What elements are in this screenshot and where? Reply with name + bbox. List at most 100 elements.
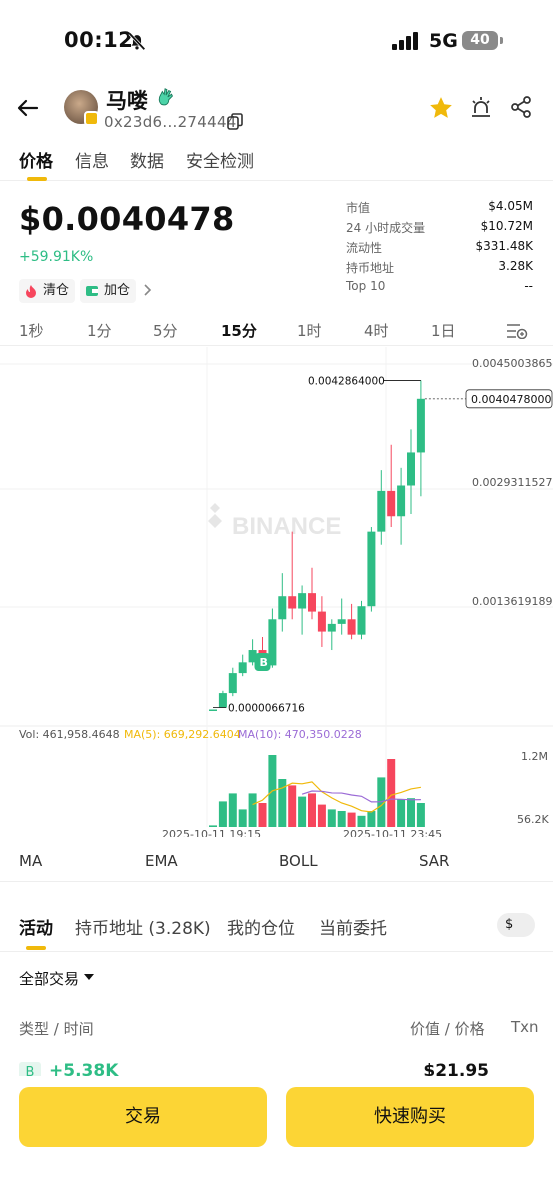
clear-position-label: 清仓 (43, 283, 70, 298)
indicator-ma[interactable]: MA (19, 852, 43, 870)
volume-readout: Vol: 461,958.4648 (19, 728, 120, 741)
volume-bar (238, 809, 247, 827)
tab-holders[interactable]: 持币地址 (3.28K) (75, 919, 211, 939)
candle (218, 693, 227, 708)
tab-data[interactable]: 数据 (130, 152, 164, 172)
candle (357, 606, 366, 635)
buy-marker (254, 653, 271, 671)
add-position-label: 加仓 (104, 283, 131, 298)
interval-4h[interactable]: 4时 (364, 322, 389, 340)
price-alert-icon[interactable] (470, 96, 492, 120)
volume-bar (357, 815, 366, 827)
clear-position-button[interactable]: 清仓 (19, 279, 76, 303)
candle (228, 673, 237, 694)
indicator-bar: MA EMA BOLL SAR (0, 846, 553, 882)
share-icon[interactable] (510, 96, 532, 118)
volume-bar (327, 809, 336, 827)
copy-icon[interactable] (227, 113, 243, 130)
price-chart[interactable]: BINANCE 0.0045003865 0.0029311527 0.001361… (0, 347, 553, 837)
tab-price[interactable]: 价格 (19, 152, 53, 172)
token-address: 0x23d6...274444 (104, 113, 237, 131)
bell-muted-icon (128, 32, 146, 51)
candle (407, 452, 415, 486)
candle (327, 623, 336, 632)
indicator-boll[interactable]: BOLL (279, 852, 318, 870)
volume-axis-min: 56.2K (517, 813, 549, 826)
chart-settings-icon[interactable] (506, 323, 528, 339)
wallet-icon (86, 286, 98, 296)
volume-bar (298, 796, 307, 827)
volume-bar (387, 759, 396, 827)
volume-bar (337, 811, 346, 827)
status-time: 00:12 (64, 28, 134, 52)
interval-15m[interactable]: 15分 (221, 322, 257, 340)
volume-bar (317, 804, 326, 827)
binance-watermark-logo (208, 503, 222, 528)
chevron-right-icon[interactable] (142, 282, 154, 298)
column-type-time: 类型 / 时间 (19, 1020, 94, 1038)
activity-tab-underline (26, 946, 46, 950)
candle (387, 490, 396, 517)
tab-security[interactable]: 安全检测 (186, 152, 254, 172)
candle (416, 398, 425, 453)
candle (337, 619, 346, 624)
column-txn: Txn (511, 1018, 539, 1036)
token-name: 马喽 (106, 89, 148, 113)
volume-bar (407, 798, 415, 827)
indicator-ema[interactable]: EMA (145, 852, 178, 870)
price-change: +59.91K% (19, 249, 94, 265)
volume-bar (218, 801, 227, 827)
favorite-star-icon[interactable] (428, 95, 454, 121)
candle (377, 490, 386, 532)
stat-value-holders: 3.28K (498, 259, 533, 273)
quick-buy-button[interactable]: 快速购买 (286, 1087, 534, 1147)
tab-underline (27, 177, 47, 181)
column-value-price: 价值 / 价格 (410, 1020, 485, 1038)
fire-icon (26, 285, 36, 298)
binance-watermark: BINANCE (232, 513, 341, 540)
price-axis-label: 0.0029311527 (472, 476, 552, 489)
interval-1d[interactable]: 1日 (431, 322, 456, 340)
volume-bar (209, 825, 217, 827)
time-label-start: 2025-10-11 19:15 (162, 828, 261, 837)
stat-label-liquidity: 流动性 (346, 241, 383, 255)
tab-my-position[interactable]: 我的仓位 (227, 919, 295, 939)
interval-1h[interactable]: 1时 (297, 322, 322, 340)
tab-info[interactable]: 信息 (75, 152, 109, 172)
volume-bar (347, 812, 356, 827)
stat-label-volume: 24 小时成交量 (346, 221, 426, 235)
candle (317, 611, 326, 632)
interval-1m[interactable]: 1分 (87, 322, 112, 340)
low-price-label: 0.0000066716 (228, 702, 305, 714)
trade-button[interactable]: 交易 (19, 1087, 267, 1147)
volume-bar (258, 803, 267, 827)
candle (209, 709, 217, 711)
candlestick-chart[interactable]: BINANCE 0.0045003865 0.0029311527 0.001361… (0, 347, 553, 837)
ma10-line (301, 790, 421, 803)
volume-bar (308, 793, 316, 827)
stat-label-mcap: 市值 (346, 201, 371, 215)
interval-1s[interactable]: 1秒 (19, 322, 44, 340)
chain-badge-icon (84, 111, 99, 126)
currency-toggle[interactable]: $ (497, 913, 535, 937)
back-arrow-icon[interactable] (16, 96, 40, 120)
candle (238, 662, 247, 674)
trade-filter-dropdown[interactable]: 全部交易 (19, 970, 80, 988)
tab-activity[interactable]: 活动 (19, 919, 53, 939)
candle (347, 619, 356, 635)
tab-open-orders[interactable]: 当前委托 (319, 919, 387, 939)
volume-bar (228, 793, 237, 827)
indicator-sar[interactable]: SAR (419, 852, 450, 870)
stat-label-holders: 持币地址 (346, 261, 395, 275)
candle (268, 619, 277, 666)
volume-bar (397, 799, 406, 827)
interval-5m[interactable]: 5分 (153, 322, 178, 340)
stat-value-mcap: $4.05M (488, 199, 533, 213)
candle (248, 650, 257, 663)
add-position-button[interactable]: 加仓 (80, 279, 137, 303)
stat-value-liquidity: $331.48K (475, 239, 534, 253)
caret-down-icon[interactable] (84, 974, 94, 980)
time-label-end: 2025-10-11 23:45 (343, 828, 442, 837)
stat-label-top10: Top 10 (346, 279, 386, 293)
network-label: 5G (429, 30, 458, 52)
